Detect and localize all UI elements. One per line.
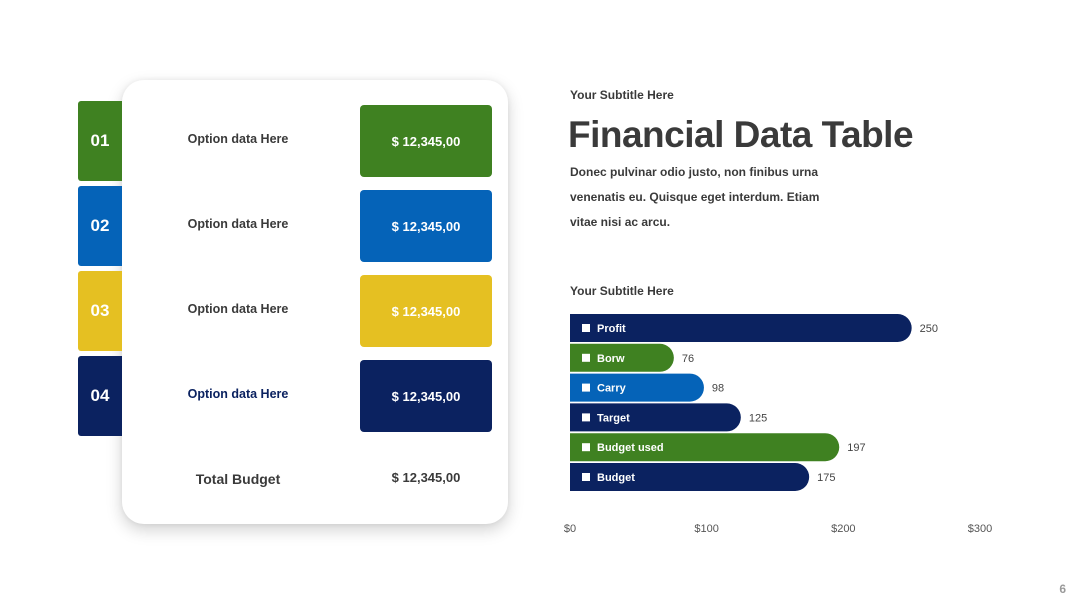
option-amount: $ 12,345,00	[360, 105, 492, 177]
x-tick-label: $200	[831, 523, 855, 535]
x-tick-label: $0	[564, 523, 576, 535]
option-label: Option data Here	[187, 302, 289, 316]
x-tick-label: $300	[968, 523, 992, 535]
bar-category-label: Carry	[597, 383, 627, 395]
chart-subtitle: Your Subtitle Here	[570, 284, 674, 298]
bullet-icon	[582, 324, 590, 332]
body-text: Donec pulvinar odio justo, non finibus u…	[570, 165, 820, 229]
bar-value-label: 98	[712, 383, 724, 395]
total-budget-label: Total Budget	[195, 471, 281, 487]
row-number-badge: 01	[78, 101, 122, 181]
page-number: 6	[1059, 582, 1066, 596]
bullet-icon	[582, 383, 590, 392]
bar-value-label: 175	[817, 472, 835, 484]
x-tick-label: $100	[694, 523, 718, 535]
bar-chart: Profit 250 Borw 76 Carry 98 Target 125 Budget us…	[564, 314, 992, 535]
bar-budget-used	[570, 433, 840, 462]
bar-profit	[570, 314, 912, 342]
bar-value-label: 250	[920, 323, 938, 335]
bar-value-label: 125	[749, 412, 767, 424]
bar-carry	[570, 373, 704, 402]
page-title: Financial Data Table	[568, 114, 914, 155]
bullet-icon	[582, 473, 590, 481]
option-amount: $ 12,345,00	[360, 360, 492, 432]
option-amount: $ 12,345,00	[360, 275, 492, 347]
bar-category-label: Budget used	[597, 442, 664, 454]
bar-category-label: Profit	[597, 323, 626, 335]
bullet-icon	[582, 413, 590, 422]
bar-category-label: Target	[597, 412, 630, 424]
option-label: Option data Here	[187, 132, 289, 146]
bullet-icon	[582, 443, 590, 452]
bullet-icon	[582, 353, 590, 362]
bar-category-label: Budget	[597, 472, 635, 484]
row-number-badge: 03	[78, 271, 122, 351]
bar-target	[570, 403, 741, 432]
row-number-badge: 02	[78, 186, 122, 266]
bar-borw	[570, 343, 674, 372]
option-label: Option data Here	[187, 387, 289, 401]
option-label: Option data Here	[187, 217, 289, 231]
total-budget-amount: $ 12,345,00	[391, 470, 461, 485]
bar-value-label: 76	[682, 353, 694, 365]
bar-category-label: Borw	[597, 353, 625, 365]
bar-value-label: 197	[847, 442, 865, 454]
bar-budget	[570, 463, 810, 491]
row-number-badge: 04	[78, 356, 122, 436]
header-subtitle: Your Subtitle Here	[570, 88, 674, 102]
option-amount: $ 12,345,00	[360, 190, 492, 262]
